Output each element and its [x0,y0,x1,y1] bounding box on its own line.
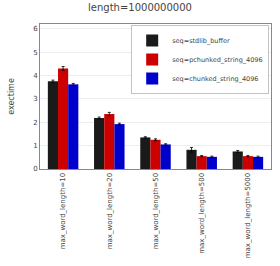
svg-text:1: 1 [33,142,37,150]
svg-text:max_word_length=500: max_word_length=500 [198,173,206,254]
svg-text:3: 3 [33,95,37,103]
svg-text:max_word_length=50: max_word_length=50 [152,173,160,250]
svg-text:seq=pchunked_string_4096: seq=pchunked_string_4096 [172,56,262,64]
svg-text:5: 5 [33,49,37,57]
svg-text:max_word_length=20: max_word_length=20 [106,173,114,250]
svg-text:0: 0 [33,165,37,173]
svg-text:max_word_length=5000: max_word_length=5000 [244,173,252,258]
svg-text:seq=chunked_string_4096: seq=chunked_string_4096 [172,75,258,83]
svg-text:4: 4 [33,72,38,80]
svg-text:max_word_length=10: max_word_length=10 [59,173,67,250]
svg-text:6: 6 [33,25,38,33]
svg-text:exectime: exectime [7,78,16,115]
svg-text:seq=stdlib_buffer: seq=stdlib_buffer [172,37,230,45]
svg-text:length=1000000000: length=1000000000 [88,2,192,13]
svg-text:2: 2 [33,119,37,127]
